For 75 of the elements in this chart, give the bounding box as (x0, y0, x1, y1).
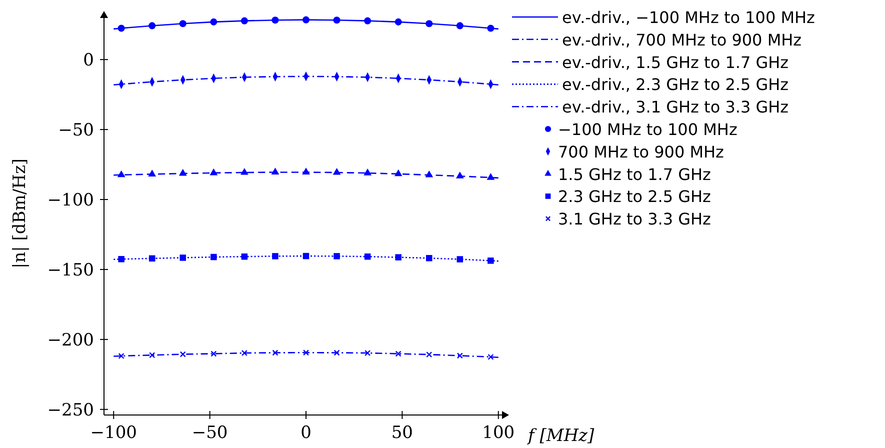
point (486, 172, 495, 180)
point (180, 254, 186, 261)
point (394, 169, 402, 176)
point (118, 24, 125, 32)
y-tick-label: 0 (83, 50, 94, 71)
legend-label: 2.3 GHz to 2.5 GHz (558, 187, 711, 206)
y-tick-label: −50 (58, 120, 94, 141)
point (456, 172, 464, 178)
point (456, 22, 464, 30)
x-tick-label: −50 (192, 423, 228, 443)
legend-label: 700 MHz to 900 MHz (558, 142, 724, 162)
point (272, 16, 279, 24)
point (395, 254, 402, 260)
point (180, 351, 186, 358)
point (364, 253, 371, 260)
legend-label: ev.-driv., −100 MHz to 100 MHz (562, 8, 815, 27)
y-tick-label: −150 (47, 260, 94, 280)
point (272, 350, 278, 356)
point (364, 17, 372, 24)
legend-label: ev.-driv., 700 MHz to 900 MHz (562, 30, 802, 50)
y-tick-label: −100 (47, 190, 94, 211)
point (210, 168, 218, 176)
point (148, 255, 156, 262)
point (240, 17, 248, 24)
point (241, 350, 248, 356)
point (117, 170, 126, 178)
point (178, 168, 187, 176)
y-axis-title: |n| [dBm/Hz] (10, 158, 30, 269)
point (149, 352, 156, 358)
x-axis-title: f [MHz] (526, 426, 595, 446)
point (488, 354, 494, 360)
point (240, 168, 248, 175)
point (302, 350, 310, 356)
y-tick-label: −200 (47, 330, 94, 350)
point (395, 350, 402, 357)
point (332, 168, 341, 175)
legend-label: ev.-driv., 3.1 GHz to 3.3 GHz (562, 98, 789, 117)
x-tick-label: 50 (391, 423, 414, 443)
point (456, 352, 463, 359)
x-tick-label: 0 (300, 423, 312, 443)
point (425, 170, 434, 178)
point (302, 168, 310, 174)
point (118, 256, 124, 262)
point (210, 18, 218, 26)
point (426, 352, 432, 358)
point (426, 20, 433, 28)
x-tick-label: −100 (90, 423, 137, 443)
point (148, 22, 156, 30)
point (488, 258, 494, 264)
point (272, 253, 278, 260)
point (179, 20, 186, 28)
y-tick-label: −250 (47, 400, 94, 420)
point (148, 170, 156, 176)
legend-label: −100 MHz to 100 MHz (558, 120, 738, 139)
point (210, 254, 217, 260)
point (334, 253, 340, 260)
point (333, 16, 340, 24)
point (487, 24, 494, 32)
point (394, 18, 402, 26)
point (426, 255, 432, 262)
point (456, 256, 464, 262)
legend-label: ev.-driv., 1.5 GHz to 1.7 GHz (562, 52, 789, 72)
x-tick-label: 100 (482, 423, 515, 443)
legend-label: 3.1 GHz to 3.3 GHz (558, 210, 711, 229)
point (271, 168, 280, 174)
point (334, 350, 340, 356)
point (364, 350, 371, 356)
point (364, 168, 372, 176)
point (302, 252, 310, 260)
point (210, 350, 217, 357)
point (241, 253, 248, 260)
legend-label: 1.5 GHz to 1.7 GHz (558, 164, 711, 184)
point (118, 352, 124, 359)
point (302, 16, 310, 24)
legend-label: ev.-driv., 2.3 GHz to 2.5 GHz (562, 75, 789, 94)
